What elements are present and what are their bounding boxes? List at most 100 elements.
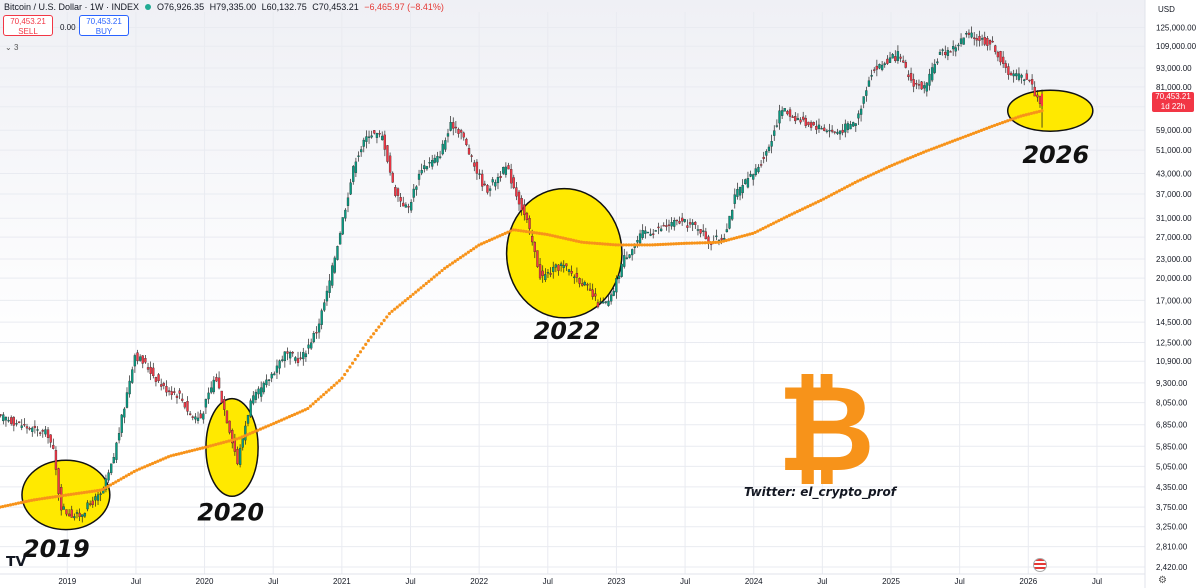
candle-body: [54, 450, 58, 470]
candle-body: [60, 487, 63, 511]
candle: [504, 162, 508, 178]
candle-body: [859, 108, 863, 115]
candle: [431, 154, 434, 170]
tradingview-logo-icon[interactable]: 𝗧𝗩: [6, 553, 27, 569]
ma-point: [561, 236, 565, 240]
ma-point: [800, 207, 805, 211]
candle-body: [780, 110, 784, 116]
candle-body: [39, 432, 42, 434]
candle-body: [491, 179, 494, 183]
symbol-title[interactable]: Bitcoin / U.S. Dollar · 1W · INDEX: [4, 2, 140, 12]
ma-point: [669, 242, 673, 246]
ma-point: [619, 243, 623, 247]
candle: [228, 420, 231, 435]
candle-body: [886, 58, 889, 64]
candle: [533, 241, 536, 259]
ma-point: [487, 238, 491, 242]
gear-icon[interactable]: ⚙: [1158, 575, 1167, 586]
candle-body: [228, 420, 231, 433]
candle: [96, 491, 100, 505]
candle-body: [862, 96, 865, 104]
time-axis[interactable]: 2019 Jul 2020 Jul 2021 Jul 2022 Jul 2023 Jul 2024 J…: [58, 577, 1102, 586]
candle: [223, 396, 226, 416]
ma-point: [761, 226, 765, 231]
candle: [825, 128, 829, 134]
ma-point: [856, 179, 860, 183]
candle-body: [23, 424, 26, 426]
ma-point: [148, 462, 152, 467]
candle-body: [31, 427, 34, 432]
price-tick-label: 43,000.00: [1156, 169, 1192, 178]
close-value: C70,453.21: [312, 2, 359, 12]
buy-button[interactable]: 70,453.21 BUY: [79, 15, 129, 36]
us-flag-icon[interactable]: [1033, 558, 1047, 572]
currency-label[interactable]: USD: [1158, 5, 1175, 14]
ma-point: [179, 451, 184, 455]
price-tick-label: 125,000.00: [1156, 24, 1197, 33]
candle: [583, 280, 586, 287]
candle: [154, 376, 158, 387]
ma-point: [819, 198, 823, 202]
candle-body: [1033, 86, 1036, 97]
candle-body: [307, 344, 310, 349]
candle-body: [341, 217, 344, 235]
candle-body: [396, 188, 400, 196]
candle: [615, 275, 618, 299]
ma-point: [269, 423, 273, 427]
ma-point: [390, 309, 394, 313]
candle-body: [999, 51, 1002, 63]
ma-point: [166, 455, 170, 459]
ma-point: [98, 488, 102, 492]
candle-body: [125, 392, 129, 408]
candle: [294, 356, 297, 364]
candle: [423, 160, 426, 173]
candle: [920, 81, 923, 90]
candle-body: [749, 174, 752, 177]
ma-point: [227, 439, 231, 443]
ma-point: [143, 465, 147, 469]
sell-button[interactable]: 70,453.21 SELL: [3, 15, 53, 36]
candle: [496, 173, 500, 190]
candle: [841, 123, 844, 136]
time-tick-label: Jul: [955, 577, 965, 586]
ma-point: [566, 237, 570, 241]
candle-body: [728, 215, 731, 229]
ma-point: [429, 277, 434, 281]
candle-body: [115, 442, 118, 460]
candle-body: [973, 37, 976, 39]
candle: [202, 411, 205, 424]
candle: [933, 59, 936, 75]
ma-point: [743, 233, 747, 238]
buy-label: BUY: [95, 27, 113, 36]
candle: [596, 299, 600, 309]
ma-point: [850, 182, 855, 186]
ma-point: [211, 443, 215, 447]
ma-point: [803, 206, 807, 210]
ma-point: [745, 233, 749, 237]
candle-body: [310, 342, 313, 349]
ma-point: [406, 296, 410, 301]
candle: [896, 45, 900, 64]
price-axis[interactable]: 125,000.00 109,000.00 93,000.00 81,000.0070…: [1156, 24, 1197, 573]
indicators-toggle[interactable]: ⌄ 3: [5, 43, 18, 52]
ma-point: [782, 216, 786, 220]
candle-body: [252, 395, 255, 404]
candle-body: [857, 113, 860, 119]
candle-body: [183, 402, 187, 408]
candle: [844, 119, 847, 138]
candle: [307, 338, 310, 355]
candle: [670, 217, 673, 230]
candle-body: [952, 46, 955, 50]
ma-point: [793, 211, 797, 215]
candle: [891, 52, 894, 59]
candle: [502, 166, 505, 175]
candle: [602, 297, 605, 304]
ma-point: [919, 151, 923, 155]
candle: [762, 151, 765, 164]
candle: [544, 268, 547, 283]
candle: [962, 37, 965, 45]
candle-body: [523, 204, 526, 215]
candle: [312, 330, 315, 344]
candle: [117, 427, 121, 444]
